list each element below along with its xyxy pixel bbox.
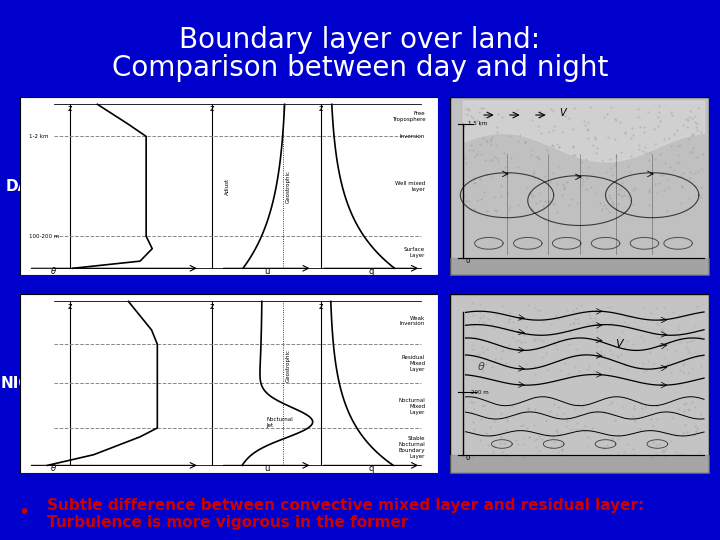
Text: 1-2 km: 1-2 km bbox=[29, 134, 48, 139]
Text: V: V bbox=[615, 339, 622, 349]
Text: $\theta$: $\theta$ bbox=[50, 462, 57, 472]
Text: q: q bbox=[368, 464, 374, 472]
Text: Boundary layer over land:: Boundary layer over land: bbox=[179, 26, 541, 55]
Text: Well mixed
layer: Well mixed layer bbox=[395, 181, 426, 192]
Text: 1.5 km: 1.5 km bbox=[468, 122, 487, 126]
Text: Weakly stable lapse rate: Weakly stable lapse rate bbox=[97, 323, 270, 336]
Text: q: q bbox=[368, 267, 374, 275]
Text: Comparison between day and night: Comparison between day and night bbox=[112, 53, 608, 82]
Text: Nearly
adiabatic: Nearly adiabatic bbox=[65, 359, 130, 387]
Text: Subtle difference between convective mixed layer and residual layer:
Turbulence : Subtle difference between convective mix… bbox=[47, 498, 644, 530]
Text: z: z bbox=[210, 104, 215, 113]
Text: Inversion: Inversion bbox=[400, 134, 426, 139]
Text: DAY: DAY bbox=[6, 179, 40, 194]
Text: z: z bbox=[68, 301, 73, 310]
Text: Strongly stable lapse rate: Strongly stable lapse rate bbox=[71, 417, 253, 430]
Text: 0: 0 bbox=[466, 258, 470, 264]
Text: 200 m: 200 m bbox=[471, 390, 488, 395]
Text: Free
Troposphere: Free Troposphere bbox=[392, 111, 426, 122]
Text: $\theta$: $\theta$ bbox=[477, 360, 485, 372]
Text: z: z bbox=[319, 104, 323, 113]
Text: $\theta$: $\theta$ bbox=[50, 265, 57, 275]
Text: Geostrophic: Geostrophic bbox=[285, 349, 290, 382]
Text: Weak
Inversion: Weak Inversion bbox=[400, 316, 426, 327]
Text: Strongly stable lapse rate: Strongly stable lapse rate bbox=[103, 139, 286, 152]
Text: •: • bbox=[18, 503, 30, 523]
Text: 100-200 m: 100-200 m bbox=[29, 234, 59, 239]
Text: V: V bbox=[559, 108, 565, 118]
Text: Stable
Nocturnal
Boundary
Layer: Stable Nocturnal Boundary Layer bbox=[398, 436, 426, 459]
Text: Super-adiabatic: Super-adiabatic bbox=[85, 247, 196, 260]
Text: Kaimal and Finnigan 1994: Kaimal and Finnigan 1994 bbox=[468, 295, 648, 309]
Text: u: u bbox=[264, 267, 269, 275]
Text: Nocturnal
Mixed
Layer: Nocturnal Mixed Layer bbox=[398, 399, 426, 415]
Text: Nocturnal
Jet: Nocturnal Jet bbox=[266, 417, 293, 428]
Text: Nearly
adiabatic: Nearly adiabatic bbox=[65, 183, 130, 211]
Text: Residual
Mixed
Layer: Residual Mixed Layer bbox=[402, 355, 426, 372]
Text: z: z bbox=[68, 104, 73, 113]
Text: Adiust: Adiust bbox=[225, 178, 230, 195]
Text: 0: 0 bbox=[466, 455, 470, 461]
Text: Geostrophic: Geostrophic bbox=[285, 170, 290, 203]
Text: NIGHT: NIGHT bbox=[1, 376, 55, 391]
Text: z: z bbox=[210, 301, 215, 310]
Text: Surface
Layer: Surface Layer bbox=[404, 247, 426, 258]
Text: u: u bbox=[264, 464, 269, 472]
Text: z: z bbox=[319, 301, 323, 310]
